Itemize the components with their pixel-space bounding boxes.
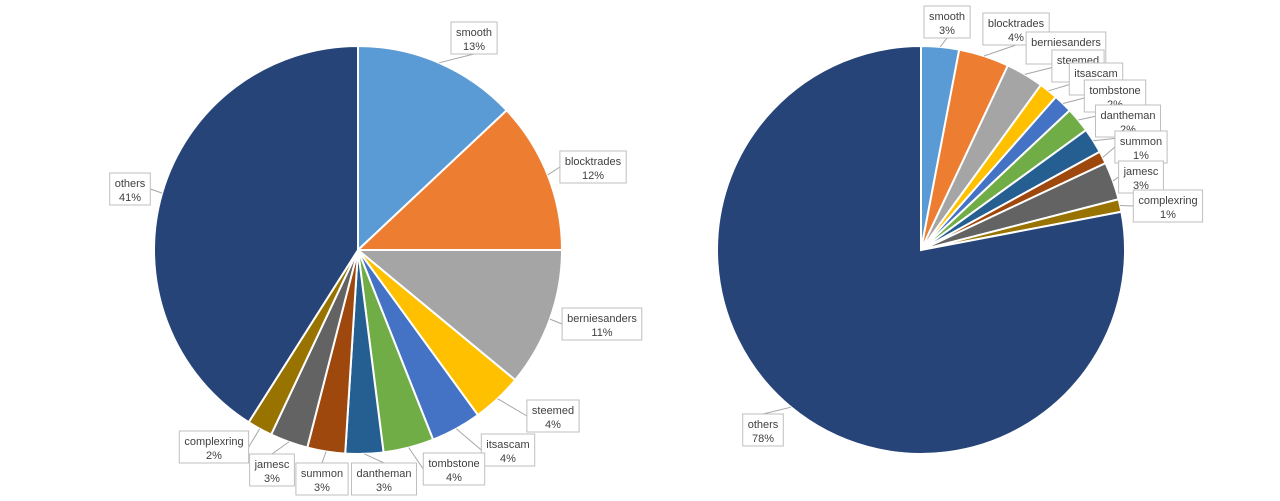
data-label-tombstone: tombstone 4% bbox=[422, 452, 486, 486]
data-label-jamesc: jamesc 3% bbox=[1118, 160, 1164, 194]
label-percent: 78% bbox=[752, 433, 774, 445]
data-label-berniesanders: berniesanders 11% bbox=[561, 307, 643, 341]
label-category: itsascam bbox=[486, 439, 529, 451]
data-label-smooth: smooth 3% bbox=[923, 5, 971, 39]
label-box bbox=[178, 430, 250, 464]
leader-line-jamesc bbox=[271, 441, 290, 455]
label-category: complexring bbox=[184, 436, 243, 448]
data-label-blocktrades: blocktrades 12% bbox=[559, 150, 627, 184]
label-box bbox=[742, 413, 784, 447]
label-percent: 1% bbox=[1133, 150, 1149, 162]
leader-line-complexring bbox=[1120, 205, 1134, 207]
leader-line-itsascam bbox=[455, 428, 482, 451]
label-category: jamesc bbox=[1123, 166, 1159, 178]
leader-line-blocktrades bbox=[983, 44, 1017, 57]
leader-line-summon bbox=[1102, 146, 1116, 158]
pie-chart-right: smooth3%blocktrades4%berniesanders3%stee… bbox=[716, 5, 1204, 455]
label-box bbox=[351, 462, 417, 496]
label-category: jamesc bbox=[254, 459, 290, 471]
data-label-jamesc: jamesc 3% bbox=[249, 453, 295, 487]
leader-line-others bbox=[150, 188, 163, 194]
label-category: berniesanders bbox=[1031, 37, 1101, 49]
label-category: dantheman bbox=[1100, 110, 1155, 122]
data-label-complexring: complexring 2% bbox=[178, 430, 250, 464]
label-percent: 3% bbox=[314, 482, 330, 494]
leader-line-dantheman bbox=[364, 453, 385, 464]
label-category: itsascam bbox=[1074, 68, 1117, 80]
label-percent: 12% bbox=[582, 170, 604, 182]
leader-line-blocktrades bbox=[547, 166, 561, 176]
leader-line-berniesanders bbox=[549, 318, 563, 325]
data-label-smooth: smooth 13% bbox=[450, 21, 498, 55]
leader-line-summon bbox=[321, 451, 327, 464]
label-percent: 13% bbox=[463, 41, 485, 53]
data-label-itsascam: itsascam 4% bbox=[480, 433, 536, 467]
pie-slice-others bbox=[153, 44, 359, 424]
label-category: others bbox=[115, 178, 146, 190]
leader-line-others bbox=[762, 406, 792, 415]
label-box bbox=[526, 399, 580, 433]
label-box bbox=[480, 433, 536, 467]
label-box bbox=[249, 453, 295, 487]
leader-line-tombstone bbox=[408, 447, 424, 470]
data-label-complexring: complexring 1% bbox=[1132, 189, 1204, 223]
data-label-steemed: steemed 4% bbox=[526, 399, 580, 433]
data-label-dantheman: dantheman 3% bbox=[351, 462, 417, 496]
data-label-others: others 78% bbox=[742, 413, 784, 447]
label-percent: 4% bbox=[500, 453, 516, 465]
data-label-summon: summon 1% bbox=[1114, 130, 1168, 164]
label-percent: 41% bbox=[119, 192, 141, 204]
label-category: summon bbox=[1120, 136, 1162, 148]
leader-line-smooth bbox=[939, 37, 948, 48]
label-percent: 4% bbox=[545, 419, 561, 431]
leader-line-smooth bbox=[438, 53, 475, 64]
label-percent: 3% bbox=[1133, 180, 1149, 192]
label-box bbox=[422, 452, 486, 486]
label-category: tombstone bbox=[1089, 85, 1140, 97]
label-category: tombstone bbox=[428, 458, 479, 470]
label-box bbox=[923, 5, 971, 39]
data-label-others: others 41% bbox=[109, 172, 151, 206]
data-label-summon: summon 3% bbox=[295, 462, 349, 496]
leader-line-complexring bbox=[248, 428, 261, 448]
label-box bbox=[1114, 130, 1168, 164]
label-percent: 4% bbox=[446, 472, 462, 484]
label-category: steemed bbox=[532, 405, 574, 417]
label-box bbox=[109, 172, 151, 206]
label-percent: 11% bbox=[591, 327, 612, 339]
label-box bbox=[450, 21, 498, 55]
label-category: blocktrades bbox=[565, 156, 622, 168]
label-percent: 4% bbox=[1008, 32, 1024, 44]
label-percent: 3% bbox=[264, 473, 280, 485]
label-category: smooth bbox=[456, 27, 492, 39]
label-category: dantheman bbox=[356, 468, 411, 480]
leader-line-jamesc bbox=[1112, 176, 1119, 182]
pie-chart-left: smooth 13% blocktrades 12% berniesanders 11% s… bbox=[109, 21, 643, 496]
label-percent: 1% bbox=[1160, 209, 1176, 221]
label-percent: 3% bbox=[376, 482, 392, 494]
label-box bbox=[1132, 189, 1204, 223]
label-category: berniesanders bbox=[567, 313, 637, 325]
label-category: summon bbox=[301, 468, 343, 480]
leader-line-steemed bbox=[497, 398, 528, 417]
label-box bbox=[561, 307, 643, 341]
label-percent: 3% bbox=[939, 25, 955, 37]
label-percent: 2% bbox=[206, 450, 222, 462]
label-category: blocktrades bbox=[988, 18, 1045, 30]
label-box bbox=[1118, 160, 1164, 194]
label-category: smooth bbox=[929, 11, 965, 23]
label-box bbox=[295, 462, 349, 496]
label-category: complexring bbox=[1138, 195, 1197, 207]
pie-slice-blocktrades bbox=[355, 108, 564, 251]
label-box bbox=[559, 150, 627, 184]
label-category: others bbox=[748, 419, 779, 431]
